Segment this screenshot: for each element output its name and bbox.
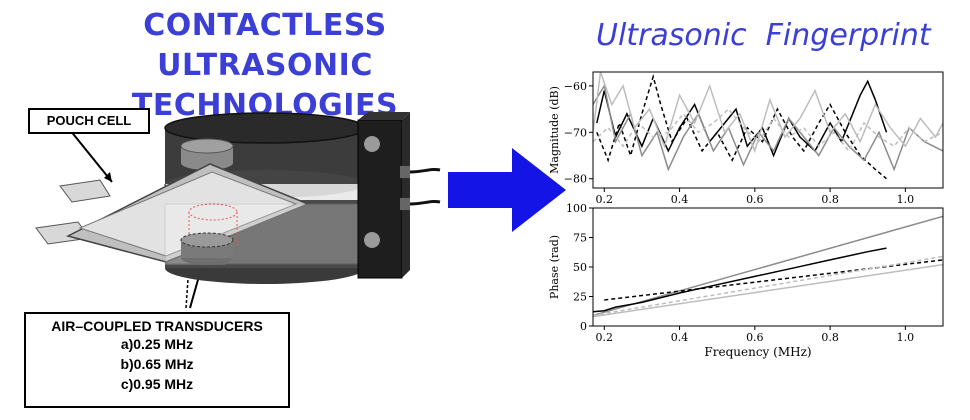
mount-screw-bottom bbox=[364, 232, 380, 248]
x-tick-label: 0.8 bbox=[821, 331, 839, 344]
right-arrow bbox=[448, 148, 566, 232]
cable-bottom bbox=[409, 199, 441, 206]
x-tick-label: 0.4 bbox=[671, 193, 689, 206]
series-line-2 bbox=[593, 83, 943, 172]
subtitle: Ultrasonic Fingerprint bbox=[596, 18, 931, 53]
series-line-4 bbox=[593, 263, 943, 318]
series-line-3 bbox=[593, 255, 943, 317]
y-axis-label: Magnitude (dB) bbox=[548, 86, 561, 174]
y-tick-label: −60 bbox=[564, 80, 587, 93]
y-tick-label: −70 bbox=[564, 126, 587, 139]
x-tick-label: 0.4 bbox=[671, 331, 689, 344]
series-line-4 bbox=[593, 108, 943, 153]
x-axis-label: Frequency (MHz) bbox=[704, 345, 811, 359]
series-line-2 bbox=[604, 259, 943, 301]
y-axis-label: Phase (rad) bbox=[548, 235, 561, 299]
mount-screw-top bbox=[364, 136, 380, 152]
x-tick-label: 0.6 bbox=[746, 193, 764, 206]
x-tick-label: 0.8 bbox=[821, 193, 839, 206]
y-tick-label: 75 bbox=[573, 232, 587, 245]
lower-transducer-top bbox=[180, 232, 234, 248]
pouch-leader-line bbox=[69, 129, 113, 183]
title-line-1: CONTACTLESS ULTRASONIC bbox=[143, 8, 387, 83]
series-line-1 bbox=[596, 73, 887, 180]
pouch-tab-top bbox=[59, 179, 111, 203]
y-tick-label: 100 bbox=[566, 202, 587, 215]
x-tick-label: 0.2 bbox=[596, 193, 614, 206]
x-tick-label: 1.0 bbox=[897, 331, 915, 344]
phase-chart: 0.2 0.4 0.6 0.8 1.0 0 25 50 75 100 Phase (rad) Freq… bbox=[548, 202, 944, 359]
main-title: CONTACTLESS ULTRASONIC TECHNOLOGIES bbox=[30, 6, 500, 126]
series-line-1 bbox=[593, 247, 887, 313]
connector-bottom bbox=[400, 198, 410, 210]
y-tick-label: 0 bbox=[580, 320, 587, 333]
plot-frame bbox=[592, 71, 944, 189]
pouch-cell-label: POUCH CELL bbox=[28, 108, 150, 134]
frequency-a: a)0.25 MHz bbox=[120, 336, 194, 352]
upper-transducer-top bbox=[180, 138, 234, 154]
pouch-cell-surface bbox=[78, 171, 298, 257]
x-tick-label: 0.2 bbox=[596, 331, 614, 344]
y-tick-label: −80 bbox=[564, 173, 587, 186]
connector-top bbox=[400, 166, 410, 178]
frequency-c: c)0.95 MHz bbox=[120, 376, 194, 392]
y-tick-label: 25 bbox=[573, 291, 587, 304]
pouch-leader-arrowhead bbox=[104, 172, 112, 182]
transducer-label: AIR–COUPLED TRANSDUCERS bbox=[51, 318, 263, 334]
transducer-label-box: AIR–COUPLED TRANSDUCERS a)0.25 MHz b)0.6… bbox=[24, 312, 290, 408]
y-tick-label: 50 bbox=[573, 261, 587, 274]
series-line-3 bbox=[593, 72, 943, 154]
series-line-0 bbox=[596, 79, 888, 158]
series-line-0 bbox=[593, 215, 943, 317]
frequency-b: b)0.65 MHz bbox=[120, 356, 194, 372]
x-tick-label: 0.6 bbox=[746, 331, 764, 344]
x-tick-label: 1.0 bbox=[897, 193, 915, 206]
cable-top bbox=[409, 167, 441, 174]
